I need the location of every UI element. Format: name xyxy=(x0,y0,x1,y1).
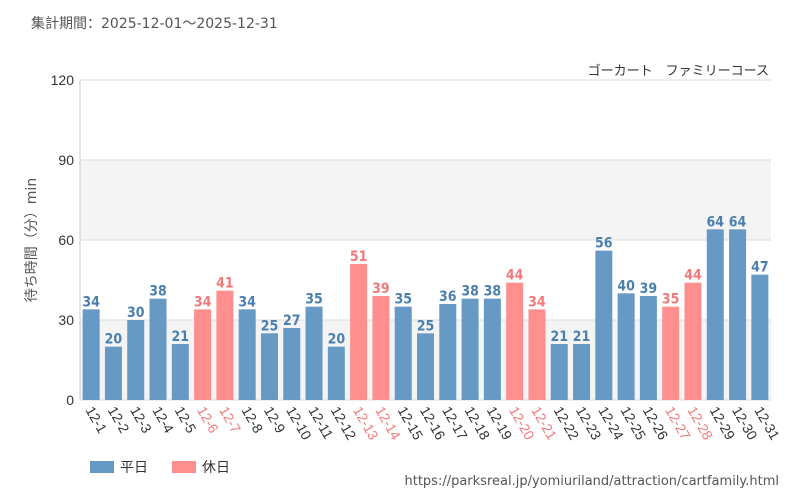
bar-12-14 xyxy=(372,296,390,400)
y-tick-label: 60 xyxy=(58,232,74,248)
x-tick-label-12-6: 12-6 xyxy=(194,404,222,436)
y-tick-label: 0 xyxy=(66,392,74,408)
bar-12-1 xyxy=(82,309,100,400)
x-tick-label-12-3: 12-3 xyxy=(127,404,155,436)
bar-12-23 xyxy=(573,344,591,400)
bar-12-10 xyxy=(283,328,301,400)
legend-swatch-weekday xyxy=(90,461,114,473)
data-label-12-8: 34 xyxy=(238,294,256,310)
data-label-12-26: 39 xyxy=(640,281,658,297)
bar-12-15 xyxy=(394,306,412,400)
bar-12-22 xyxy=(550,344,568,400)
data-label-12-27: 35 xyxy=(662,292,680,308)
legend-label-holiday: 休日 xyxy=(202,460,230,476)
data-label-12-12: 20 xyxy=(328,332,346,348)
bar-12-27 xyxy=(662,306,680,400)
data-label-12-5: 21 xyxy=(172,329,190,345)
y-axis-label: 待ち時間（分）min xyxy=(24,178,40,302)
bar-12-11 xyxy=(305,306,323,400)
bar-12-12 xyxy=(327,346,345,400)
data-label-12-6: 34 xyxy=(194,294,212,310)
data-label-12-24: 56 xyxy=(595,236,613,252)
data-label-12-30: 64 xyxy=(729,214,747,230)
data-label-12-20: 44 xyxy=(506,268,524,284)
data-label-12-13: 51 xyxy=(350,249,368,265)
bar-12-31 xyxy=(751,274,769,400)
y-tick-label: 120 xyxy=(51,72,75,88)
bar-12-7 xyxy=(216,290,234,400)
data-label-12-16: 25 xyxy=(417,318,435,334)
plot-band xyxy=(80,160,771,240)
data-label-12-17: 36 xyxy=(439,289,457,305)
data-label-12-22: 21 xyxy=(550,329,568,345)
x-tick-label-12-2: 12-2 xyxy=(105,404,133,436)
chart-title: ゴーカート ファミリーコース xyxy=(588,63,769,79)
data-label-12-25: 40 xyxy=(617,278,635,294)
data-label-12-23: 21 xyxy=(573,329,591,345)
bar-12-13 xyxy=(350,264,368,400)
bar-12-2 xyxy=(104,346,122,400)
bar-12-4 xyxy=(149,298,167,400)
data-label-12-31: 47 xyxy=(751,260,769,276)
bar-12-3 xyxy=(127,320,145,400)
bar-12-17 xyxy=(439,304,457,400)
legend-swatch-holiday xyxy=(172,461,196,473)
data-label-12-19: 38 xyxy=(484,284,502,300)
legend-item-holiday: 休日 xyxy=(172,457,230,477)
x-tick-label-12-5: 12-5 xyxy=(172,404,200,436)
bar-12-25 xyxy=(617,293,635,400)
data-label-12-9: 25 xyxy=(261,318,279,334)
data-label-12-4: 38 xyxy=(149,284,167,300)
bar-12-20 xyxy=(506,282,524,400)
data-label-12-14: 39 xyxy=(372,281,390,297)
data-label-12-15: 35 xyxy=(394,292,412,308)
y-tick-label: 90 xyxy=(58,152,74,168)
data-label-12-29: 64 xyxy=(707,214,725,230)
bar-12-21 xyxy=(528,309,546,400)
legend-item-weekday: 平日 xyxy=(90,457,148,477)
bar-12-16 xyxy=(417,333,434,400)
bar-12-9 xyxy=(260,333,278,400)
legend-label-weekday: 平日 xyxy=(120,460,148,476)
bar-12-6 xyxy=(194,309,212,400)
data-label-12-3: 30 xyxy=(127,305,145,321)
bar-12-28 xyxy=(684,282,702,400)
bar-12-5 xyxy=(171,344,189,400)
bar-12-19 xyxy=(483,298,501,400)
bar-12-24 xyxy=(595,250,613,400)
data-label-12-1: 34 xyxy=(82,294,100,310)
bar-12-18 xyxy=(461,298,479,400)
data-label-12-18: 38 xyxy=(461,284,479,300)
data-label-12-7: 41 xyxy=(216,276,234,292)
x-tick-label-12-7: 12-7 xyxy=(216,404,244,436)
bar-12-30 xyxy=(729,229,747,400)
data-label-12-11: 35 xyxy=(305,292,323,308)
data-label-12-21: 34 xyxy=(528,294,546,310)
bar-12-8 xyxy=(238,309,256,400)
period-label: 集計期間：2025-12-01～2025-12-31 xyxy=(31,16,278,32)
x-tick-label-12-4: 12-4 xyxy=(149,404,177,436)
data-label-12-10: 27 xyxy=(283,313,301,329)
data-label-12-2: 20 xyxy=(105,332,123,348)
bar-12-29 xyxy=(706,229,724,400)
data-label-12-28: 44 xyxy=(684,268,702,284)
legend: 平日 休日 xyxy=(90,457,230,477)
y-tick-label: 30 xyxy=(58,312,74,328)
x-tick-label-12-8: 12-8 xyxy=(239,404,267,436)
x-tick-label-12-1: 12-1 xyxy=(83,404,111,436)
x-tick-label-12-9: 12-9 xyxy=(261,404,289,436)
source-url[interactable]: https://parksreal.jp/yomiuriland/attract… xyxy=(404,474,779,489)
bar-12-26 xyxy=(639,296,657,400)
